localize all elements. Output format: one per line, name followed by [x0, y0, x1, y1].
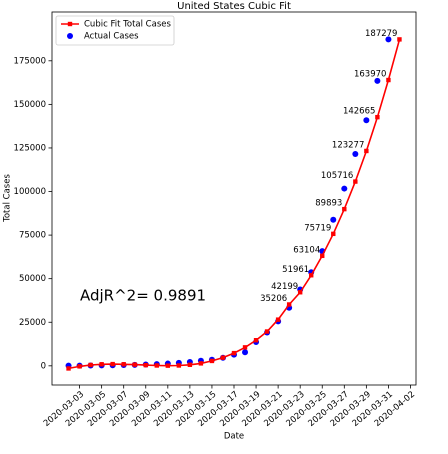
fit-marker — [99, 362, 104, 367]
y-tick-label: 75000 — [19, 231, 46, 241]
chart-title: United States Cubic Fit — [177, 1, 291, 12]
value-label: 75719 — [304, 223, 331, 233]
fit-marker — [176, 363, 182, 368]
legend-marker — [67, 33, 73, 39]
fit-marker — [353, 179, 358, 184]
value-label: 105716 — [321, 171, 353, 181]
legend-label: Actual Cases — [84, 32, 139, 42]
fit-marker — [231, 350, 237, 356]
fit-marker — [66, 366, 71, 371]
legend-marker — [67, 21, 73, 27]
fit-marker — [309, 273, 314, 278]
y-axis-label: Total Cases — [3, 174, 13, 223]
fit-line — [68, 39, 401, 370]
fit-marker — [220, 355, 226, 360]
fit-marker — [88, 362, 93, 368]
actual-point — [374, 77, 381, 84]
fit-marker — [165, 363, 171, 368]
value-label: 163970 — [354, 70, 386, 80]
actual-point — [242, 349, 249, 356]
value-label: 123277 — [332, 140, 364, 150]
fit-marker — [132, 362, 137, 367]
legend-label: Cubic Fit Total Cases — [84, 20, 171, 30]
x-axis-label: Date — [224, 432, 244, 442]
fit-marker — [187, 362, 193, 367]
fit-marker — [297, 290, 303, 295]
value-label: 51961 — [282, 265, 309, 275]
y-tick-label: 125000 — [14, 143, 46, 153]
fit-marker — [264, 329, 270, 334]
y-tick-label: 100000 — [14, 187, 46, 197]
annotation: AdjR^2= 0.9891 — [80, 287, 206, 305]
fit-marker — [397, 37, 402, 42]
fit-marker — [242, 345, 248, 350]
fit-marker — [154, 363, 159, 368]
value-label: 142665 — [343, 107, 375, 117]
fit-marker — [77, 364, 82, 369]
actual-point — [330, 216, 337, 223]
y-tick-label: 0 — [41, 361, 46, 371]
fit-marker — [209, 358, 215, 364]
fit-marker — [386, 77, 391, 83]
y-tick-label: 175000 — [14, 56, 46, 66]
fit-marker — [286, 302, 292, 307]
fit-marker — [275, 317, 281, 322]
fit-marker — [121, 362, 126, 367]
fit-marker — [375, 114, 380, 120]
fit-marker — [342, 206, 347, 212]
y-tick-label: 150000 — [14, 100, 46, 110]
value-label: 42199 — [271, 282, 298, 292]
value-label: 187279 — [365, 29, 397, 39]
value-label: 63104 — [293, 245, 320, 255]
fit-marker — [198, 361, 204, 366]
actual-point — [385, 36, 392, 43]
fit-marker — [320, 253, 325, 259]
actual-point — [352, 151, 359, 158]
value-label: 89893 — [315, 199, 342, 209]
actual-point — [363, 117, 370, 124]
value-label: 35206 — [260, 294, 287, 304]
actual-point — [341, 185, 348, 192]
plot-frame — [51, 11, 417, 386]
fit-marker — [143, 362, 148, 368]
fit-marker — [110, 361, 115, 367]
y-tick-label: 25000 — [19, 318, 46, 328]
plot-area — [65, 36, 402, 371]
fit-marker — [331, 231, 336, 237]
fit-marker — [364, 148, 369, 154]
fit-marker — [253, 338, 259, 343]
y-tick-label: 50000 — [19, 274, 46, 284]
legend-box — [55, 15, 175, 46]
